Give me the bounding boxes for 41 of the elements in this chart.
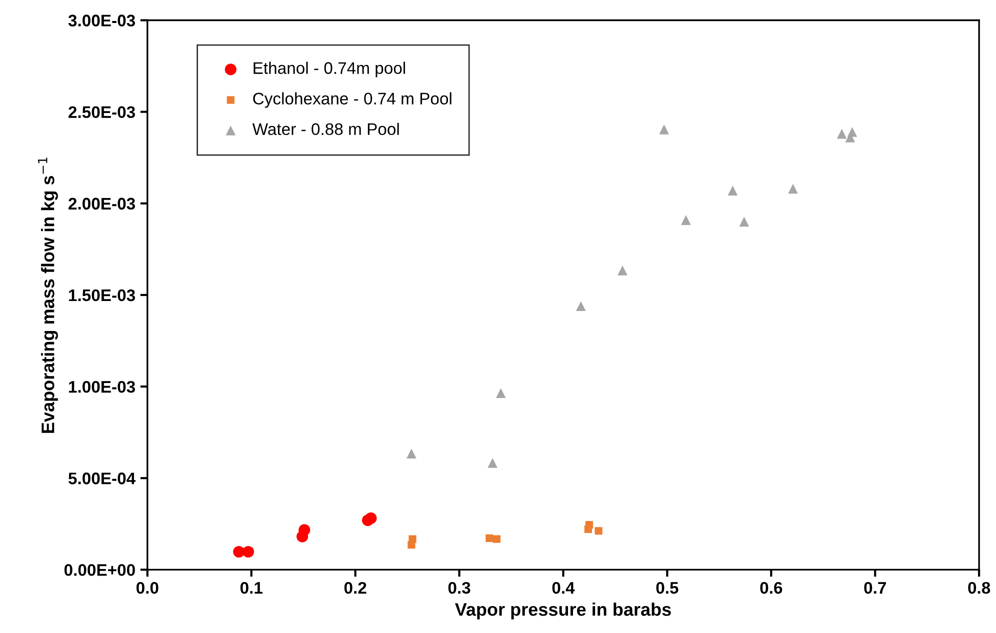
point (298, 524, 310, 536)
x-tick-label: 0.4 (552, 582, 575, 594)
y-tick-label: 2.50E-03 (68, 106, 136, 118)
legend-label: Cyclohexane - 0.74 m Pool (253, 92, 452, 108)
x-tick-label: 0.3 (448, 582, 470, 594)
point (492, 535, 501, 543)
point (788, 184, 798, 194)
y-tick-label: 0.00E+00 (64, 564, 135, 576)
point (681, 215, 691, 225)
point (618, 266, 628, 276)
point (585, 521, 594, 529)
x-tick-label: 0.6 (760, 582, 782, 594)
point (408, 535, 416, 543)
point (486, 534, 494, 542)
point (406, 448, 416, 458)
x-tick-label: 0.8 (968, 582, 990, 594)
x-tick-label: 0.5 (656, 582, 678, 594)
point (659, 124, 669, 134)
point (496, 388, 506, 398)
point (739, 216, 750, 227)
x-tick-label: 0.0 (136, 582, 158, 594)
y-tick-label: 1.50E-03 (69, 289, 136, 302)
point (594, 527, 602, 535)
point (836, 128, 847, 139)
point (576, 301, 586, 312)
y-tick-label: 1.00E-03 (69, 380, 136, 393)
point (242, 546, 254, 558)
legend-label: Water - 0.88 m Pool (252, 122, 399, 136)
x-tick-label: 0.2 (344, 582, 366, 594)
x-axis-title: Vapor pressure in barabs (454, 602, 671, 620)
y-tick-label: 3.00E-03 (68, 14, 136, 26)
point (365, 512, 377, 524)
x-tick-label: 0.1 (240, 582, 262, 594)
y-axis-title: Evaporating mass flow in kg s$^{−1}$ (38, 158, 58, 433)
point (728, 186, 738, 196)
y-tick-label: 5.00E-04 (68, 472, 136, 484)
point (488, 458, 498, 468)
point (847, 127, 858, 137)
y-tick-label: 2.00E-03 (68, 198, 136, 210)
legend-label: Ethanol - 0.74m pool (254, 62, 406, 78)
x-tick-label: 0.7 (864, 582, 886, 594)
